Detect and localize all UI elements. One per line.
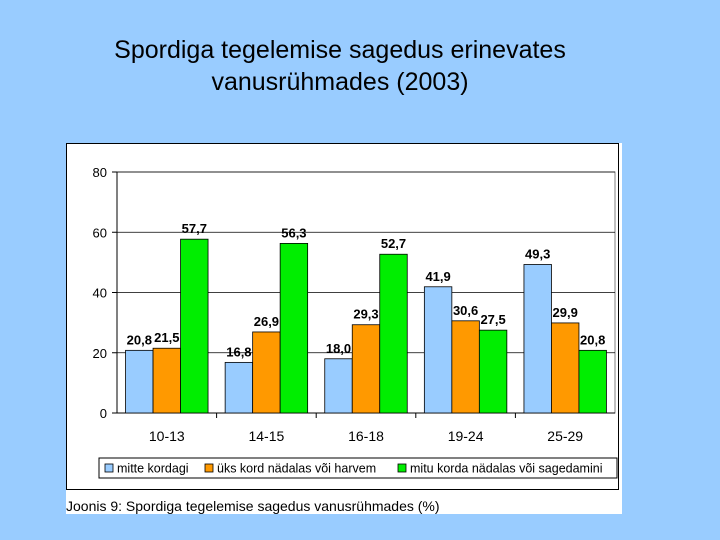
data-label: 57,7 <box>182 221 207 236</box>
figure-caption: Joonis 9: Spordiga tegelemise sagedus va… <box>66 498 440 514</box>
title-line-1: Spordiga tegelemise sagedus erinevates <box>114 36 566 64</box>
y-tick-label: 40 <box>93 286 107 301</box>
title-line-2: vanusrühmades (2003) <box>211 68 469 96</box>
y-tick-label: 20 <box>93 346 107 361</box>
x-tick-label: 25-29 <box>547 428 583 444</box>
data-label: 41,9 <box>425 269 450 284</box>
legend-swatch <box>397 463 407 473</box>
data-label: 29,9 <box>553 305 578 320</box>
data-label: 30,6 <box>453 303 478 318</box>
legend-swatch <box>204 463 214 473</box>
x-tick-label: 16-18 <box>348 428 384 444</box>
legend-label: üks kord nädalas või harvem <box>217 462 376 476</box>
data-label: 18,0 <box>326 341 351 356</box>
bar <box>423 286 453 414</box>
data-label: 21,5 <box>154 330 179 345</box>
data-label: 20,8 <box>580 332 605 347</box>
data-label: 27,5 <box>480 312 505 327</box>
bar <box>351 324 381 414</box>
data-label: 56,3 <box>281 225 306 240</box>
bar <box>125 349 154 414</box>
y-tick-label: 60 <box>93 225 107 240</box>
data-label: 20,8 <box>127 332 152 347</box>
bar <box>224 361 254 414</box>
legend-label: mitu korda nädalas või sagedamini <box>410 462 602 476</box>
bar <box>379 253 408 414</box>
data-label: 16,8 <box>226 344 251 359</box>
slide-title: Spordiga tegelemise sagedus erinevates v… <box>40 34 640 98</box>
y-tick-label: 0 <box>100 406 107 421</box>
legend-box <box>98 457 618 479</box>
bar <box>578 349 607 414</box>
data-label: 52,7 <box>381 236 406 251</box>
bar <box>324 358 353 414</box>
bar <box>551 322 580 414</box>
data-label: 49,3 <box>525 246 550 261</box>
chart-panel: 0 20 40 60 80 20,8 21,5 57,7 10-13 16,8 26,9 56,3 14… <box>66 143 622 514</box>
legend-swatch <box>104 463 114 473</box>
data-label: 29,3 <box>353 307 378 322</box>
y-tick-label: 80 <box>93 165 107 180</box>
x-tick-label: 10-13 <box>149 428 185 444</box>
bar <box>152 347 181 414</box>
bar <box>523 264 552 414</box>
bar <box>180 238 209 414</box>
data-label: 26,9 <box>254 314 279 329</box>
x-tick-label: 14-15 <box>248 428 284 444</box>
bar <box>279 242 309 414</box>
bar <box>478 329 508 414</box>
bar <box>451 320 480 414</box>
x-tick-label: 19-24 <box>448 428 484 444</box>
bar <box>252 331 281 414</box>
legend-label: mitte kordagi <box>117 462 189 476</box>
